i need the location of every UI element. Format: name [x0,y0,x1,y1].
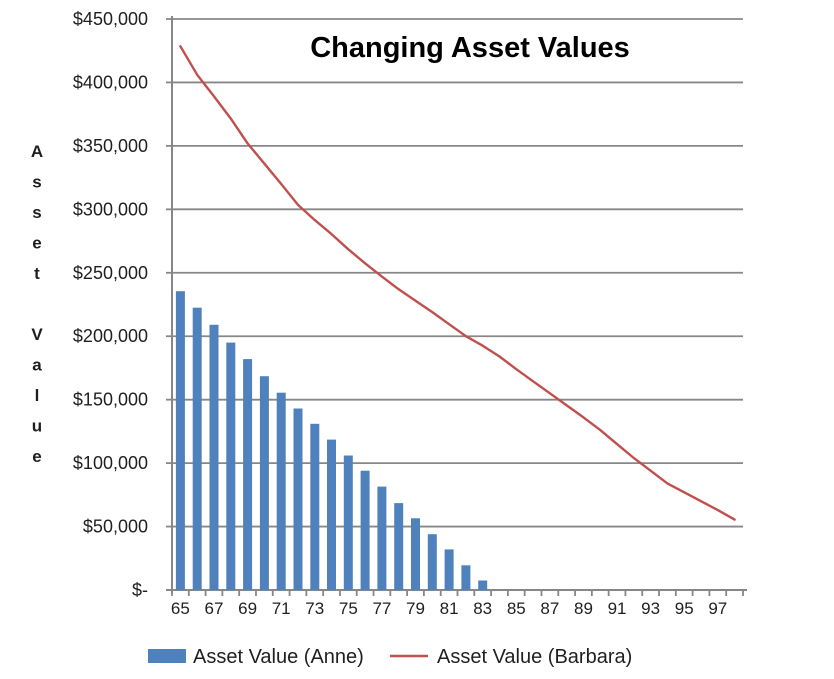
x-tick-label: 83 [473,599,492,618]
bar [427,534,437,590]
legend: Asset Value (Anne) Asset Value (Barbara) [148,646,632,668]
bar [276,392,286,590]
chart-title: Changing Asset Values [310,32,630,64]
x-tick-label: 75 [339,599,358,618]
bar [461,565,471,590]
y-axis-title-letter: A [31,142,43,161]
y-tick-label: $250,000 [73,263,148,283]
bar [343,455,353,590]
bar [360,470,370,590]
legend-label-barbara: Asset Value (Barbara) [437,646,632,668]
x-tick-label: 95 [675,599,694,618]
x-tick-label: 69 [238,599,257,618]
x-tick-label: 91 [608,599,627,618]
bar [175,291,185,590]
gridlines [166,18,743,591]
x-tick-label: 97 [708,599,727,618]
bar [192,307,202,590]
bar [327,439,336,590]
y-axis-labels: $450,000 $400,000 $350,000 $300,000 $250,000… [73,9,148,600]
y-axis-title-letter: t [34,264,40,283]
x-tick-label: 85 [507,599,526,618]
x-tick-label: 71 [272,599,291,618]
bar [394,503,404,590]
x-tick-label: 93 [641,599,660,618]
bar [209,324,219,590]
y-axis-title-letter: l [35,386,40,405]
y-tick-label: $350,000 [73,136,148,156]
x-tick-label: 89 [574,599,593,618]
bar [411,518,420,590]
y-tick-label: $450,000 [73,9,148,29]
bar [478,580,488,590]
x-tick-label: 81 [440,599,459,618]
bar [377,486,387,590]
y-tick-label: $200,000 [73,326,148,346]
y-axis-title-letter: s [32,203,41,222]
x-tick-label: 87 [540,599,559,618]
y-axis-title-letter: e [32,447,41,466]
axes [166,16,747,596]
y-tick-label: $150,000 [73,390,148,410]
x-tick-label: 77 [372,599,391,618]
x-tick-label: 67 [205,599,224,618]
bar [310,423,320,590]
y-tick-label: $300,000 [73,199,148,219]
y-tick-label: $- [132,580,148,600]
y-axis-title-letter: V [31,325,43,344]
line-series-barbara [179,45,736,521]
y-tick-label: $400,000 [73,72,148,92]
legend-label-anne: Asset Value (Anne) [193,646,364,668]
y-axis-title-letter: s [32,173,41,192]
y-tick-label: $100,000 [73,453,148,473]
bar [243,359,253,590]
y-axis-title-letter: a [32,356,42,375]
y-axis-title-letter: e [32,234,41,253]
barbara-line [179,45,736,521]
bar-series-anne [175,291,488,590]
x-axis-labels: 65 67 69 71 73 75 77 79 81 83 85 87 89 91 93 95 97 [171,599,727,618]
y-tick-label: $50,000 [83,517,148,537]
bar [444,549,454,590]
legend-swatch-anne [148,649,186,663]
x-tick-label: 73 [305,599,324,618]
bar [293,408,303,590]
bar [226,342,236,590]
bar [259,376,269,590]
x-tick-label: 65 [171,599,190,618]
x-tick-label: 79 [406,599,425,618]
y-axis-title-letter: u [32,417,42,436]
